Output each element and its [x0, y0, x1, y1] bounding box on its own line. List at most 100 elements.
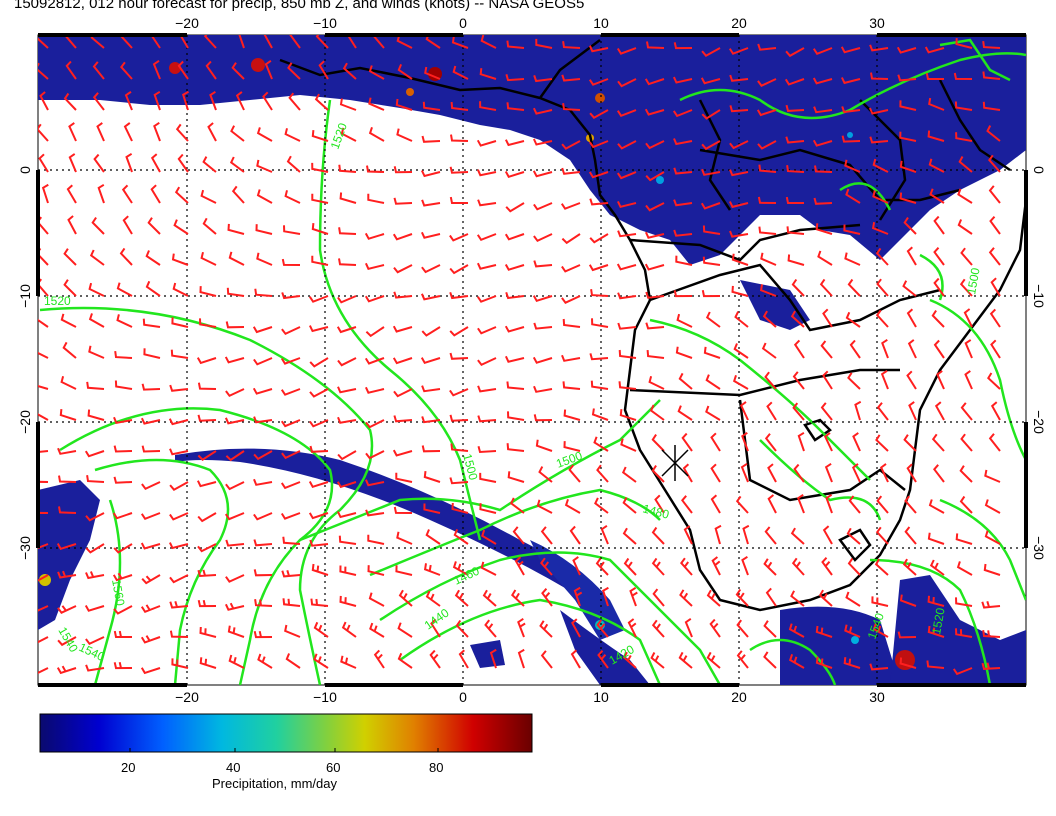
- wind-barb: [710, 494, 721, 514]
- lon-label: 10: [593, 689, 609, 705]
- wind-barb: [393, 166, 413, 174]
- wind-barb: [573, 586, 583, 607]
- wind-barb: [960, 433, 973, 452]
- wind-barb: [308, 512, 329, 520]
- wind-barb: [595, 557, 609, 576]
- wind-barb: [869, 136, 889, 144]
- wind-barb: [790, 527, 805, 545]
- wind-barb: [264, 59, 273, 80]
- wind-barb: [785, 136, 805, 144]
- wind-barb: [479, 101, 497, 111]
- wind-barb: [673, 199, 693, 207]
- wind-barb: [507, 411, 525, 421]
- wind-barb: [588, 264, 609, 272]
- wind-barb: [761, 342, 777, 359]
- wind-barb: [153, 121, 161, 142]
- wind-barb: [392, 325, 413, 333]
- wind-barb: [899, 657, 917, 669]
- wind-barb: [287, 62, 301, 80]
- wind-barb: [342, 62, 357, 80]
- wind-barb: [813, 197, 833, 205]
- wind-barb: [62, 341, 77, 359]
- wind-barb: [423, 503, 441, 514]
- wind-barb: [364, 262, 385, 270]
- wind-barb: [200, 189, 217, 204]
- wind-barb: [561, 167, 581, 175]
- wind-barb: [197, 543, 217, 553]
- wind-barb: [282, 598, 301, 607]
- wind-barb: [38, 636, 49, 644]
- wind-barb: [308, 325, 329, 333]
- wind-barb: [313, 653, 329, 669]
- wind-barb: [844, 624, 861, 638]
- wind-barb: [649, 404, 665, 421]
- wind-barb: [621, 466, 637, 483]
- wind-barb: [954, 101, 973, 111]
- wind-barb: [196, 480, 217, 488]
- wind-barb: [645, 322, 665, 330]
- wind-barb: [476, 295, 497, 303]
- wind-barb: [602, 586, 609, 607]
- wind-barb: [311, 130, 329, 142]
- wind-barb: [281, 326, 301, 336]
- wind-barb: [231, 62, 245, 80]
- wind-barb: [58, 475, 77, 483]
- wind-barb: [364, 479, 385, 487]
- wind-barb: [820, 402, 833, 421]
- wind-barb: [252, 387, 273, 395]
- wind-barb: [622, 651, 637, 669]
- wind-barb: [766, 401, 777, 421]
- wind-barb: [339, 565, 357, 576]
- wind-barb: [906, 246, 917, 266]
- wind-barb: [880, 369, 889, 390]
- wind-barb: [933, 215, 945, 235]
- wind-barb: [990, 339, 1001, 359]
- wind-barb: [281, 258, 301, 266]
- wind-barb: [758, 164, 777, 173]
- wind-barb: [959, 465, 973, 483]
- wind-barb: [202, 217, 217, 235]
- wind-barb: [899, 192, 917, 204]
- wind-barb: [646, 350, 665, 359]
- wind-barb: [538, 466, 553, 483]
- wind-barb: [231, 185, 245, 204]
- wind-barb: [368, 126, 385, 142]
- wind-barb: [38, 35, 49, 49]
- wind-barb: [199, 657, 217, 669]
- wind-barb: [650, 652, 665, 669]
- wind-barb: [925, 72, 944, 80]
- wind-barb: [678, 372, 693, 390]
- wind-barb: [58, 506, 77, 514]
- wind-barb: [958, 156, 973, 173]
- wind-barb: [477, 199, 497, 207]
- wind-barb: [150, 35, 161, 49]
- wind-barb: [140, 542, 161, 550]
- wind-barb: [876, 495, 889, 514]
- wind-barb: [899, 100, 917, 111]
- wind-barb: [956, 561, 973, 576]
- wind-barb: [849, 339, 861, 359]
- wind-barb: [262, 91, 273, 111]
- wind-barb: [733, 374, 749, 390]
- wind-barb: [562, 381, 581, 390]
- wind-barb: [113, 630, 132, 638]
- wind-barb: [906, 370, 917, 390]
- wind-barb: [701, 140, 721, 151]
- wind-barb: [793, 463, 805, 483]
- wind-barb: [393, 264, 413, 274]
- wind-barb: [673, 42, 693, 50]
- wind-barb: [506, 381, 525, 390]
- bottom-lon-labels: −20 −10 0 10 20 30: [175, 689, 885, 705]
- wind-barb: [479, 472, 497, 483]
- wind-barb: [397, 652, 413, 669]
- wind-barb: [563, 441, 581, 452]
- wind-barb: [703, 346, 721, 359]
- wind-barb: [644, 78, 665, 86]
- wind-barb: [168, 418, 189, 426]
- wind-barb: [177, 60, 189, 80]
- wind-barb: [505, 74, 525, 82]
- lon-label: 20: [731, 689, 747, 705]
- wind-barb: [421, 416, 441, 424]
- wind-barb: [616, 109, 637, 118]
- wind-barb: [672, 109, 693, 118]
